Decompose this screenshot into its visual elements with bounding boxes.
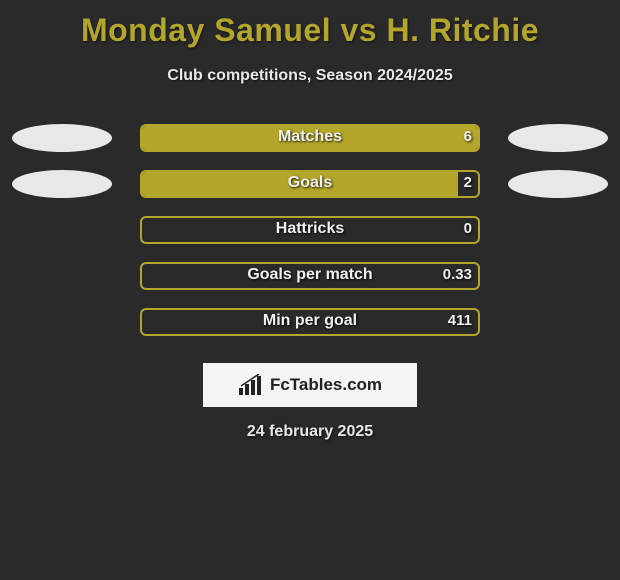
page-title: Monday Samuel vs H. Ritchie xyxy=(0,0,620,49)
stat-value-right: 0 xyxy=(442,220,472,237)
stat-value-right: 2 xyxy=(442,174,472,191)
player-left-marker xyxy=(12,124,112,152)
chart-bars-icon xyxy=(238,374,264,396)
stat-row: Hattricks 0 xyxy=(0,207,620,253)
player-left-marker xyxy=(12,170,112,198)
player-right-marker xyxy=(508,170,608,198)
stat-row: Matches 6 xyxy=(0,115,620,161)
page-subtitle: Club competitions, Season 2024/2025 xyxy=(0,67,620,85)
stat-label: Goals per match xyxy=(247,266,372,284)
player-right-marker xyxy=(508,124,608,152)
stat-label: Matches xyxy=(278,128,342,146)
stat-value-right: 411 xyxy=(442,312,472,329)
stat-label: Goals xyxy=(288,174,332,192)
stat-row: Goals per match 0.33 xyxy=(0,253,620,299)
stat-value-right: 0.33 xyxy=(442,266,472,283)
stat-row: Goals 2 xyxy=(0,161,620,207)
stat-label: Hattricks xyxy=(276,220,344,238)
stat-value-right: 6 xyxy=(442,128,472,145)
footer-date: 24 february 2025 xyxy=(0,423,620,441)
comparison-chart: Matches 6 Goals 2 Hattricks 0 Goals per match 0… xyxy=(0,115,620,345)
stat-label: Min per goal xyxy=(263,312,357,330)
stat-row: Min per goal 411 xyxy=(0,299,620,345)
logo-box: FcTables.com xyxy=(203,363,417,407)
logo-text: FcTables.com xyxy=(270,375,382,395)
